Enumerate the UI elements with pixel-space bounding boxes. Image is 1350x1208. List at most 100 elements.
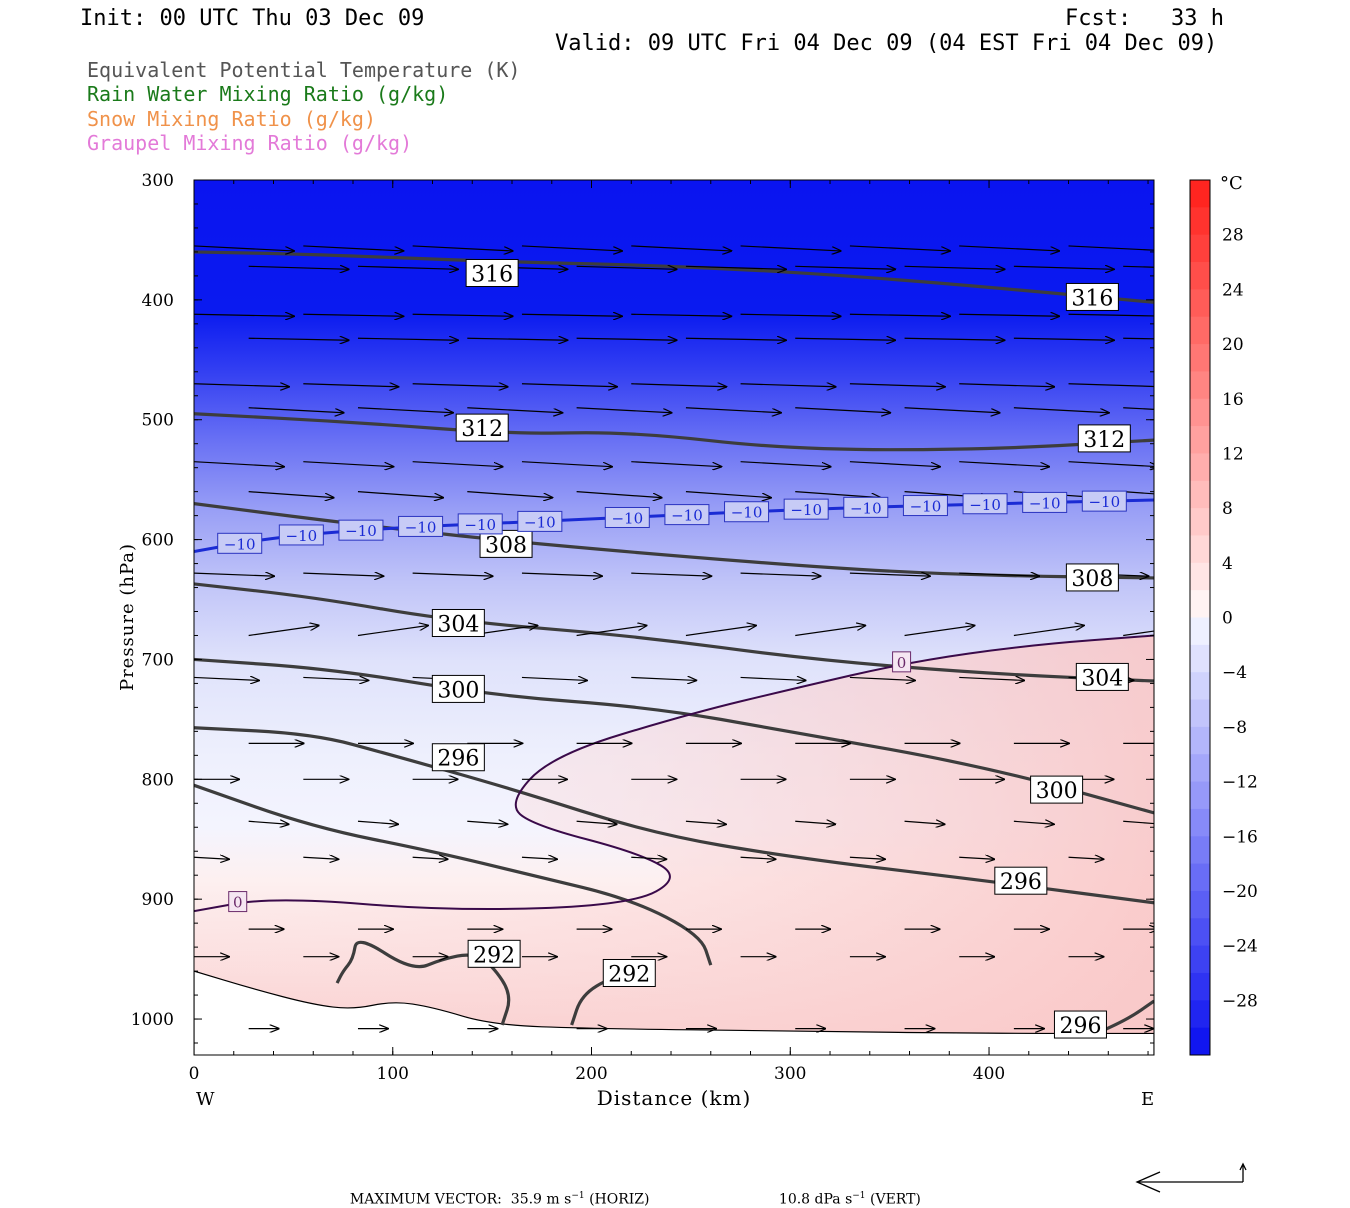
colorbar-swatch [1190,508,1210,536]
isotherm-label: −10 [843,496,889,518]
svg-text:−10: −10 [405,518,437,536]
wind-vector [904,625,975,637]
wind-vector [904,407,1000,413]
svg-text:292: 292 [473,943,515,968]
wind-vector [303,314,403,316]
colorbar-swatch [1190,617,1210,646]
wind-vector [795,266,895,269]
colorbar-swatch [1190,836,1210,865]
isotherm-label: −10 [902,495,948,517]
wind-vector [194,245,294,251]
colorbar-swatch [1190,316,1210,345]
wind-vector [248,821,289,824]
y-tick-label: 800 [142,770,174,790]
colorbar-swatch [1190,972,1210,1001]
wind-vector [303,461,393,467]
wind-vector [740,857,776,859]
wind-vector [194,677,259,680]
svg-text:308: 308 [1071,567,1113,592]
svg-text:308: 308 [485,533,527,558]
colorbar-tick-label: 12 [1222,444,1244,464]
wind-vector [576,625,647,637]
isotherm-label: −10 [962,493,1008,515]
colorbar-swatch [1190,180,1210,208]
wind-vector [576,491,662,498]
colorbar-tick-label: −20 [1222,882,1258,902]
wind-vector [849,857,885,859]
forecast-hour: Fcst: 33 h [1065,6,1224,31]
colorbar-swatch [1190,535,1210,564]
wind-vector [1068,857,1104,859]
wind-vector [1013,625,1084,637]
max-vector-label: MAXIMUM VECTOR: 35.9 m s−1 (HORIZ) [349,1191,650,1208]
colorbar-tick-label: −24 [1222,937,1258,957]
colorbar-swatch [1190,1000,1210,1029]
colorbar-swatch [1190,808,1210,837]
wind-vector [467,338,567,340]
valid-time: Valid: 09 UTC Fri 04 Dec 09 (04 EST Fri … [555,31,1218,56]
wind-vector [521,384,617,387]
svg-text:−10: −10 [910,498,942,516]
theta-e-label: 316 [1065,282,1119,311]
svg-text:300: 300 [1036,779,1078,804]
colorbar-swatch [1190,863,1210,892]
colorbar-swatch [1190,562,1210,591]
y-tick-label: 400 [142,291,174,311]
wind-vector [467,491,552,498]
wind-vector [412,461,503,467]
colorbar-swatch [1190,453,1210,482]
wind-vector [795,821,835,824]
svg-text:−10: −10 [286,527,318,545]
wind-vector [521,677,587,680]
wind-vector [412,573,493,576]
svg-text:316: 316 [1071,286,1113,311]
wind-vector [194,461,284,467]
theta-e-label: 304 [431,608,485,637]
theta-e-label: 312 [455,413,509,442]
theta-e-label: 296 [431,743,485,772]
wind-vector [631,461,721,467]
svg-text:−10: −10 [464,516,496,534]
isotherm-label: 0 [892,651,912,673]
colorbar-tick-label: 16 [1222,390,1244,410]
wind-vector [959,857,994,859]
colorbar-swatch [1190,426,1210,454]
isotherm-label: 0 [228,891,248,913]
wind-vector [1013,407,1109,413]
colorbar-swatch [1190,945,1210,974]
colorbar-tick-label: 24 [1222,280,1244,300]
wind-vector [849,677,915,680]
colorbar-frame [1189,179,1211,1056]
wind-vector [248,625,319,637]
wind-vector [303,245,403,251]
west-label: W [196,1089,215,1110]
svg-text:312: 312 [461,417,503,442]
theta-e-label: 308 [479,529,533,558]
wind-vector [795,491,880,498]
wind-vector [685,821,726,824]
x-tick-label: 400 [973,1064,1005,1084]
plot-frame [193,179,1155,1056]
colorbar-swatch [1190,480,1210,509]
isotherm-label: −10 [457,513,503,535]
theta-e-label: 300 [1030,775,1084,804]
svg-text:−10: −10 [1088,493,1120,511]
wind-vector [959,461,1049,467]
svg-text:0: 0 [897,654,907,672]
wind-vector [1123,821,1154,824]
colorbar-swatch [1190,262,1210,290]
wind-vector [849,573,930,576]
wind-vector [576,407,672,413]
wind-vector [795,625,865,637]
svg-text:−10: −10 [524,513,556,531]
colorbar-swatch [1190,234,1210,263]
terrain-mask [194,970,1154,1055]
colorbar-tick-label: 0 [1222,609,1233,629]
wind-vector [631,677,696,680]
wind-vector [576,338,677,340]
wind-vector [904,821,945,824]
svg-text:−10: −10 [850,499,882,517]
theta-e-contour-316 [194,250,1154,304]
wind-vector [303,384,398,387]
wind-vector [959,384,1054,387]
